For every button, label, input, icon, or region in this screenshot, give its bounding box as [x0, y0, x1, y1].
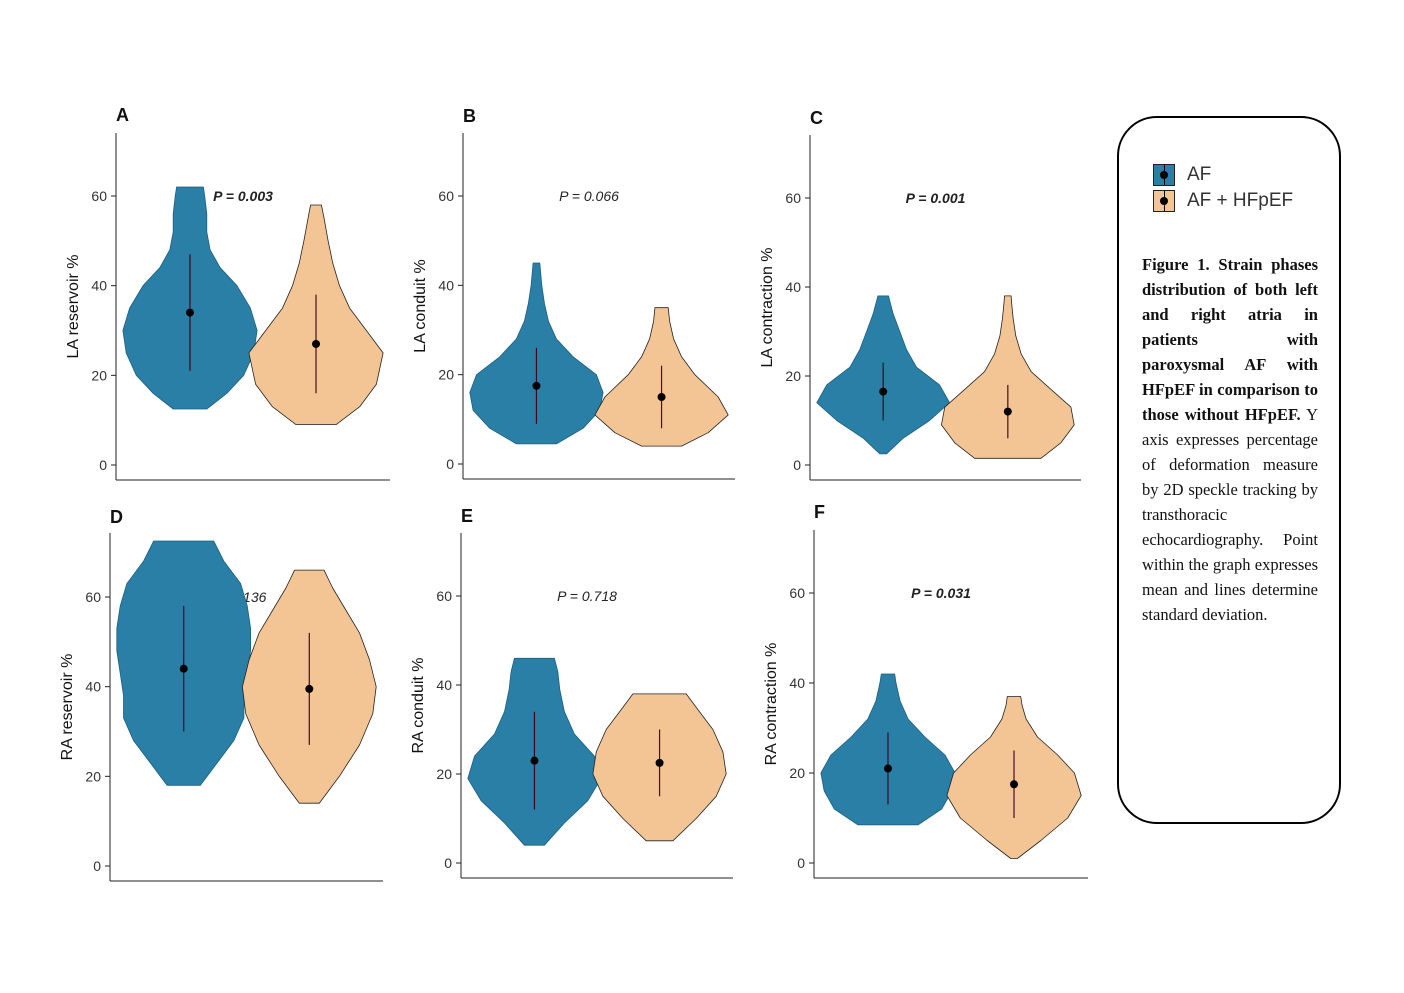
panel-label-e: E [461, 506, 473, 526]
y-axis-label-d: RA reservoir % [59, 654, 76, 761]
mean-point-e-af [530, 756, 539, 765]
y-tick-label-c-40: 40 [785, 279, 801, 295]
violin-c-af-hfpef [941, 295, 1075, 459]
legend-swatch-af [1153, 164, 1175, 186]
y-tick-label-a-40: 40 [91, 278, 107, 294]
mean-point-a-af [185, 308, 194, 317]
y-axis-label-c: LA contraction % [759, 247, 776, 367]
y-tick-label-e-0: 0 [444, 855, 452, 871]
mean-point-b-af-hfpef [657, 393, 666, 401]
y-tick-label-f-0: 0 [797, 855, 805, 871]
y-tick-label-e-40: 40 [436, 677, 452, 693]
caption-bold: Figure 1. Strain phases distribution of … [1142, 255, 1318, 424]
y-tick-label-d-20: 20 [85, 768, 101, 784]
y-tick-label-c-0: 0 [793, 457, 801, 473]
y-tick-label-e-20: 20 [436, 766, 452, 782]
y-tick-label-b-0: 0 [446, 456, 454, 472]
y-tick-label-f-60: 60 [789, 585, 805, 601]
p-value-f: P = 0.031 [911, 585, 971, 601]
y-tick-label-a-20: 20 [91, 367, 107, 383]
y-axis-label-f: RA contraction % [763, 643, 780, 766]
y-tick-label-f-40: 40 [789, 675, 805, 691]
mean-point-c-af-hfpef [1003, 407, 1012, 416]
caption-normal: Y axis expresses percentage of deformati… [1142, 405, 1318, 624]
y-tick-label-b-60: 60 [438, 188, 454, 204]
y-axis-label-b: LA conduit % [412, 259, 429, 352]
y-tick-label-e-60: 60 [436, 588, 452, 604]
legend-label-af: AF [1187, 164, 1212, 185]
y-tick-label-b-40: 40 [438, 277, 454, 293]
y-axis-label-a: LA reservoir % [65, 254, 82, 358]
panel-label-a: A [116, 105, 129, 125]
mean-point-b-af [532, 381, 541, 390]
panel-label-b: B [463, 106, 476, 126]
p-value-b: P = 0.066 [559, 188, 619, 204]
y-tick-label-d-0: 0 [93, 858, 101, 874]
p-value-e: P = 0.718 [557, 588, 617, 604]
mean-point-a-af-hfpef [312, 339, 321, 348]
legend-label-af-hfpef: AF + HFpEF [1187, 190, 1294, 211]
legend-caption-box: AF AF + HFpEF Figure 1. Strain phases di… [1117, 116, 1341, 824]
y-tick-label-c-60: 60 [785, 190, 801, 206]
legend: AF AF + HFpEF [1153, 162, 1293, 214]
mean-point-e-af-hfpef [655, 758, 664, 767]
y-tick-label-d-40: 40 [85, 679, 101, 695]
panel-label-c: C [810, 108, 823, 128]
mean-point-c-af [879, 387, 888, 396]
y-axis-label-e: RA conduit % [410, 657, 427, 753]
mean-point-d-af-hfpef [305, 684, 314, 693]
legend-item-af-hfpef: AF + HFpEF [1153, 188, 1293, 214]
panel-label-f: F [814, 502, 825, 522]
panel-label-d: D [110, 507, 123, 527]
y-tick-label-b-20: 20 [438, 367, 454, 383]
y-tick-label-a-0: 0 [99, 457, 107, 473]
p-value-a: P = 0.003 [213, 188, 273, 204]
y-tick-label-c-20: 20 [785, 368, 801, 384]
p-value-c: P = 0.001 [906, 190, 966, 206]
legend-swatch-af-hfpef [1153, 190, 1175, 212]
figure-caption: Figure 1. Strain phases distribution of … [1142, 252, 1318, 627]
y-tick-label-a-60: 60 [91, 188, 107, 204]
legend-item-af: AF [1153, 162, 1293, 188]
mean-point-d-af [179, 664, 188, 673]
y-tick-label-d-60: 60 [85, 589, 101, 605]
y-tick-label-f-20: 20 [789, 765, 805, 781]
mean-point-f-af [883, 764, 892, 773]
mean-point-f-af-hfpef [1010, 780, 1019, 789]
